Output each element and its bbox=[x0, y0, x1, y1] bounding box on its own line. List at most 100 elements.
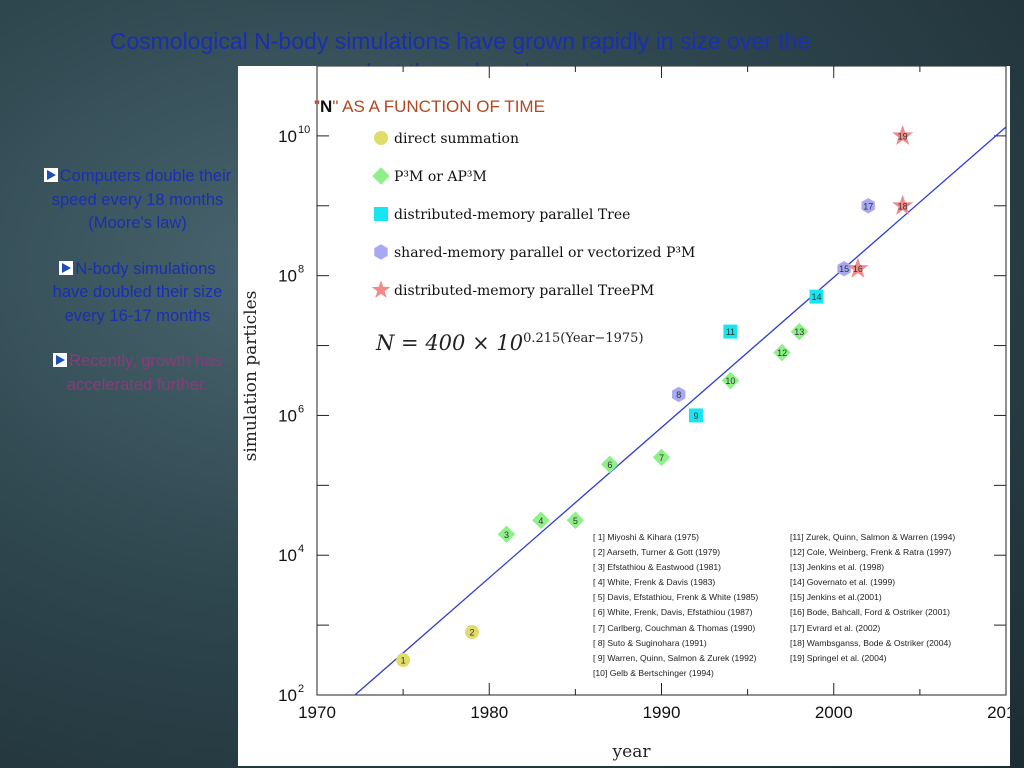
y-axis-label: simulation particles bbox=[241, 291, 261, 462]
data-point-hexagon bbox=[672, 386, 686, 403]
data-point-label: 12 bbox=[777, 348, 787, 358]
reference-entry: [ 6] White, Frenk, Davis, Efstathiou (19… bbox=[593, 607, 753, 618]
bullet-list: Computers double their speed every 18 mo… bbox=[40, 165, 235, 419]
fit-formula-exponent: 0.215(Year−1975) bbox=[523, 331, 644, 346]
data-point-label: 14 bbox=[812, 292, 822, 302]
reference-entry: [11] Zurek, Quinn, Salmon & Warren (1994… bbox=[790, 532, 956, 542]
y-tick-exponent: 8 bbox=[298, 264, 304, 276]
bullet-text: Recently, growth has accelerated further… bbox=[66, 352, 222, 394]
legend-marker-hexagon bbox=[374, 244, 388, 260]
data-point-hexagon bbox=[861, 198, 875, 214]
data-point-label: 9 bbox=[693, 411, 698, 421]
chart-subtitle-quote: " bbox=[314, 97, 321, 116]
y-tick-exponent: 4 bbox=[298, 543, 304, 555]
data-point-diamond bbox=[721, 371, 740, 390]
data-point-star bbox=[847, 257, 869, 278]
legend-marker-circle bbox=[374, 131, 388, 145]
legend-marker-square bbox=[374, 207, 388, 221]
legend-label: shared-memory parallel or vectorized P³M bbox=[394, 245, 695, 261]
x-tick-label: 2000 bbox=[815, 703, 853, 722]
data-point-label: 19 bbox=[898, 131, 908, 141]
legend-marker-diamond bbox=[372, 167, 390, 185]
y-tick-label: 10 bbox=[278, 127, 297, 146]
data-point-label: 16 bbox=[853, 264, 863, 274]
y-tick-label: 10 bbox=[278, 406, 297, 425]
data-point-label: 15 bbox=[839, 264, 849, 274]
chart-subtitle-n: N bbox=[320, 97, 333, 116]
chart-panel: 197019801990200020101021041061081010year… bbox=[238, 66, 1010, 766]
x-axis-label: year bbox=[612, 742, 652, 762]
data-point-diamond bbox=[652, 448, 671, 467]
y-tick-label: 10 bbox=[278, 686, 297, 705]
reference-entry: [ 8] Suto & Suginohara (1991) bbox=[593, 637, 707, 648]
chart-plot: 197019801990200020101021041061081010year… bbox=[241, 66, 1010, 762]
reference-entry: [ 7] Carlberg, Couchman & Thomas (1990) bbox=[593, 622, 756, 633]
data-point-star bbox=[891, 194, 914, 215]
data-point-label: 2 bbox=[470, 628, 475, 638]
data-point-diamond bbox=[566, 511, 585, 530]
fit-formula: N = 400 × 100.215(Year−1975) bbox=[376, 331, 644, 355]
data-point-star bbox=[891, 124, 914, 145]
bullet-arrow-icon bbox=[43, 168, 58, 182]
legend-label: distributed-memory parallel Tree bbox=[394, 207, 630, 223]
data-point-label: 18 bbox=[898, 201, 908, 211]
fit-line bbox=[354, 126, 1007, 696]
references-left: [ 1] Miyoshi & Kihara (1975) [ 2] Aarseth… bbox=[593, 530, 758, 681]
reference-entry: [19] Springel et al. (2004) bbox=[790, 652, 887, 663]
bullet-arrow-icon bbox=[59, 260, 74, 275]
data-point-diamond bbox=[773, 343, 791, 362]
reference-entry: [13] Jenkins et al. (1998) bbox=[790, 562, 885, 573]
legend-marker-star bbox=[371, 280, 391, 298]
chart-subtitle: "N" AS A FUNCTION OF TIME bbox=[314, 97, 545, 117]
data-point-label: 1 bbox=[401, 656, 406, 666]
reference-entry: [ 1] Miyoshi & Kihara (1975) bbox=[593, 532, 700, 542]
data-point-label: 6 bbox=[607, 460, 612, 470]
data-point-diamond bbox=[497, 525, 516, 544]
reference-entry: [10] Gelb & Bertschinger (1994) bbox=[593, 667, 714, 678]
reference-entry: [ 4] White, Frenk & Davis (1983) bbox=[593, 577, 716, 588]
data-point-hexagon bbox=[837, 260, 851, 277]
reference-entry: [12] Cole, Weinberg, Frenk & Ratra (1997… bbox=[790, 547, 952, 558]
reference-entry: [ 5] Davis, Efstathiou, Frenk & White (1… bbox=[593, 592, 759, 603]
reference-entry: [ 3] Efstathiou & Eastwood (1981) bbox=[593, 562, 722, 573]
y-tick-label: 10 bbox=[278, 267, 297, 286]
y-tick-exponent: 2 bbox=[298, 683, 304, 695]
data-point-label: 13 bbox=[794, 327, 804, 337]
bullet-item: Recently, growth has accelerated further… bbox=[40, 350, 235, 397]
x-tick-label: 1990 bbox=[643, 703, 681, 722]
y-tick-exponent: 6 bbox=[298, 403, 304, 415]
data-point-square bbox=[809, 289, 824, 304]
reference-entry: [18] Wambsganss, Bode & Ostriker (2004) bbox=[790, 637, 952, 648]
bullet-arrow-icon bbox=[53, 353, 68, 367]
reference-entry: [15] Jenkins et al.(2001) bbox=[790, 592, 882, 603]
y-tick-exponent: 10 bbox=[298, 124, 310, 136]
chart-subtitle-text: " AS A FUNCTION OF TIME bbox=[332, 97, 545, 116]
legend-label: distributed-memory parallel TreePM bbox=[394, 283, 654, 299]
legend-label: direct summation bbox=[394, 131, 519, 147]
data-point-label: 8 bbox=[676, 390, 681, 400]
data-point-diamond bbox=[532, 511, 550, 530]
bullet-text: N-body simulations have doubled their si… bbox=[52, 259, 223, 325]
data-point-square bbox=[723, 324, 738, 339]
data-point-label: 5 bbox=[573, 516, 578, 526]
data-point-label: 3 bbox=[504, 530, 509, 540]
bullet-item: N-body simulations have doubled their si… bbox=[40, 258, 235, 329]
fit-formula-base: N = 400 × 10 bbox=[376, 331, 524, 355]
bullet-item: Computers double their speed every 18 mo… bbox=[40, 165, 235, 236]
data-point-label: 11 bbox=[726, 327, 735, 337]
data-point-circle bbox=[465, 625, 480, 640]
data-point-diamond bbox=[601, 455, 619, 474]
legend-label: P³M or AP³M bbox=[394, 169, 487, 185]
y-tick-label: 10 bbox=[278, 546, 297, 565]
data-point-diamond bbox=[790, 322, 809, 341]
data-point-label: 7 bbox=[659, 453, 664, 463]
reference-entry: [ 9] Warren, Quinn, Salmon & Zurek (1992… bbox=[593, 652, 757, 663]
reference-entry: [14] Governato et al. (1999) bbox=[790, 577, 896, 588]
references-right: [11] Zurek, Quinn, Salmon & Warren (1994… bbox=[790, 530, 955, 666]
data-point-circle bbox=[396, 653, 411, 668]
data-point-square bbox=[688, 408, 703, 423]
reference-entry: [ 2] Aarseth, Turner & Gott (1979) bbox=[593, 547, 721, 558]
reference-entry: [17] Evrard et al. (2002) bbox=[790, 622, 881, 633]
reference-entry: [16] Bode, Bahcall, Ford & Ostriker (200… bbox=[790, 607, 951, 618]
